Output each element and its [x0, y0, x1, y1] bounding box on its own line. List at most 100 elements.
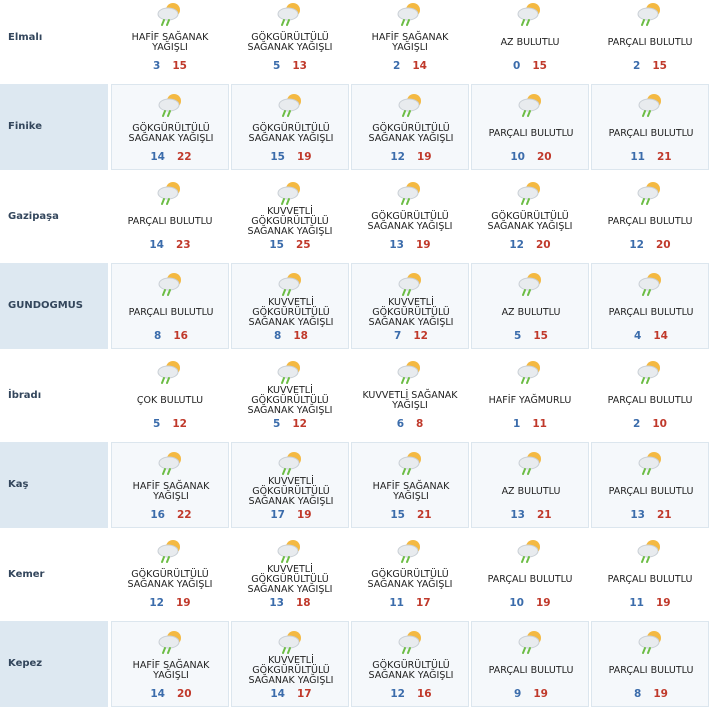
min-temp: 5 — [273, 60, 281, 72]
weather-description: PARÇALI BULUTLU — [608, 485, 694, 497]
weather-icon — [396, 91, 426, 121]
forecast-cell: KUVVETLİ SAĞANAK YAĞIŞLI 6 8 — [351, 352, 469, 438]
forecast-cell: KUVVETLİ GÖKGÜRÜLTÜLÜ SAĞANAK YAĞIŞLI 14 1… — [231, 620, 350, 707]
temperatures: 9 19 — [472, 688, 590, 700]
temperatures: 5 13 — [231, 60, 349, 72]
min-temp: 12 — [509, 239, 524, 251]
weather-icon — [156, 91, 186, 121]
min-temp: 2 — [633, 418, 641, 430]
weather-description: HAFİF SAĞANAK YAĞIŞLI — [372, 480, 450, 502]
max-temp: 19 — [417, 150, 432, 163]
min-temp: 14 — [150, 687, 165, 700]
weather-icon — [395, 0, 425, 30]
forecast-cell: HAFİF SAĞANAK YAĞIŞLI 2 14 — [351, 0, 469, 80]
forecast-cell: PARÇALI BULUTLU 12 20 — [591, 173, 709, 259]
min-temp: 15 — [270, 150, 285, 163]
min-temp: 16 — [150, 508, 165, 521]
max-temp: 22 — [177, 150, 192, 163]
weather-icon — [276, 449, 306, 479]
forecast-cell: HAFİF SAĞANAK YAĞIŞLI 16 22 — [111, 441, 229, 528]
forecast-row: Elmalı HAFİF SAĞANAK YAĞIŞLI 3 15 GÖKGÜRÜLTÜ… — [0, 0, 712, 82]
weather-icon — [636, 91, 666, 121]
location-name: Elmalı — [8, 31, 43, 43]
max-temp: 15 — [533, 329, 548, 342]
weather-icon — [515, 179, 545, 209]
max-temp: 14 — [653, 329, 668, 342]
temperatures: 15 25 — [231, 239, 349, 251]
weather-icon — [515, 358, 545, 388]
max-temp: 19 — [297, 150, 312, 163]
temperatures: 13 19 — [351, 239, 469, 251]
weather-icon — [276, 91, 306, 121]
max-temp: 20 — [537, 150, 552, 163]
weather-icon — [276, 628, 306, 658]
weather-description: GÖKGÜRÜLTÜLÜ SAĞANAK YAĞIŞLI — [247, 32, 333, 53]
forecast-cell: PARÇALI BULUTLU 2 15 — [591, 0, 709, 80]
max-temp: 15 — [532, 60, 547, 72]
min-temp: 8 — [634, 687, 642, 700]
weather-description: KUVVETLİ GÖKGÜRÜLTÜLÜ SAĞANAK YAĞIŞLI — [247, 385, 333, 416]
temperatures: 14 17 — [232, 688, 350, 700]
min-temp: 8 — [274, 329, 282, 342]
max-temp: 12 — [413, 329, 428, 342]
min-temp: 5 — [153, 418, 161, 430]
weather-description: HAFİF YAĞMURLU — [488, 395, 572, 406]
temperatures: 14 23 — [111, 239, 229, 251]
forecast-cell: GÖKGÜRÜLTÜLÜ SAĞANAK YAĞIŞLI 14 22 — [111, 83, 229, 170]
temperatures: 12 19 — [111, 597, 229, 609]
weather-description: HAFİF SAĞANAK YAĞIŞLI — [131, 32, 209, 53]
forecast-cell: GÖKGÜRÜLTÜLÜ SAĞANAK YAĞIŞLI 12 19 — [111, 531, 229, 617]
forecast-cell: KUVVETLİ GÖKGÜRÜLTÜLÜ SAĞANAK YAĞIŞLI 8 18 — [231, 262, 349, 349]
max-temp: 22 — [177, 508, 192, 521]
forecast-cell: PARÇALI BULUTLU 4 14 — [591, 262, 709, 349]
forecast-cell: KUVVETLİ GÖKGÜRÜLTÜLÜ SAĞANAK YAĞIŞLI 15 2… — [231, 173, 349, 259]
weather-icon — [396, 449, 426, 479]
min-temp: 11 — [629, 597, 644, 609]
max-temp: 19 — [653, 687, 668, 700]
temperatures: 11 21 — [592, 151, 710, 163]
weather-description: KUVVETLİ GÖKGÜRÜLTÜLÜ SAĞANAK YAĞIŞLI — [248, 475, 334, 507]
temperatures: 12 20 — [471, 239, 589, 251]
weather-description: GÖKGÜRÜLTÜLÜ SAĞANAK YAĞIŞLI — [368, 122, 454, 144]
max-temp: 25 — [296, 239, 311, 251]
min-temp: 15 — [269, 239, 284, 251]
weather-description: PARÇALI BULUTLU — [127, 216, 213, 227]
min-temp: 14 — [149, 239, 164, 251]
temperatures: 3 15 — [111, 60, 229, 72]
max-temp: 16 — [173, 329, 188, 342]
temperatures: 14 20 — [112, 688, 230, 700]
location-name: Kepez — [0, 620, 108, 707]
weather-description: HAFİF SAĞANAK YAĞIŞLI — [132, 659, 210, 681]
max-temp: 12 — [292, 418, 307, 430]
min-temp: 12 — [629, 239, 644, 251]
weather-icon — [156, 270, 186, 300]
forecast-cell: GÖKGÜRÜLTÜLÜ SAĞANAK YAĞIŞLI 5 13 — [231, 0, 349, 80]
weather-description: AZ BULUTLU — [501, 306, 561, 318]
forecast-cell: HAFİF SAĞANAK YAĞIŞLI 3 15 — [111, 0, 229, 80]
max-temp: 20 — [177, 687, 192, 700]
weather-icon — [395, 179, 425, 209]
weather-icon — [516, 449, 546, 479]
weather-description: KUVVETLİ GÖKGÜRÜLTÜLÜ SAĞANAK YAĞIŞLI — [368, 296, 454, 328]
temperatures: 7 12 — [352, 330, 470, 342]
weather-description: GÖKGÜRÜLTÜLÜ SAĞANAK YAĞIŞLI — [368, 659, 454, 681]
weather-icon — [275, 0, 305, 30]
forecast-cell: KUVVETLİ GÖKGÜRÜLTÜLÜ SAĞANAK YAĞIŞLI 13 1… — [231, 531, 349, 617]
weather-icon — [275, 179, 305, 209]
min-temp: 11 — [389, 597, 404, 609]
weather-description: PARÇALI BULUTLU — [608, 127, 694, 139]
weather-icon — [515, 0, 545, 30]
forecast-cell: GÖKGÜRÜLTÜLÜ SAĞANAK YAĞIŞLI 12 16 — [351, 620, 469, 707]
min-temp: 12 — [149, 597, 164, 609]
forecast-cell: AZ BULUTLU 0 15 — [471, 0, 589, 80]
temperatures: 2 10 — [591, 418, 709, 430]
min-temp: 2 — [633, 60, 641, 72]
min-temp: 4 — [634, 329, 642, 342]
max-temp: 21 — [537, 508, 552, 521]
temperatures: 2 15 — [591, 60, 709, 72]
weather-icon — [155, 0, 185, 30]
max-temp: 16 — [417, 687, 432, 700]
forecast-cell: KUVVETLİ GÖKGÜRÜLTÜLÜ SAĞANAK YAĞIŞLI 17 1… — [231, 441, 349, 528]
forecast-cell: PARÇALI BULUTLU 8 16 — [111, 262, 229, 349]
weather-description: HAFİF SAĞANAK YAĞIŞLI — [132, 480, 210, 502]
